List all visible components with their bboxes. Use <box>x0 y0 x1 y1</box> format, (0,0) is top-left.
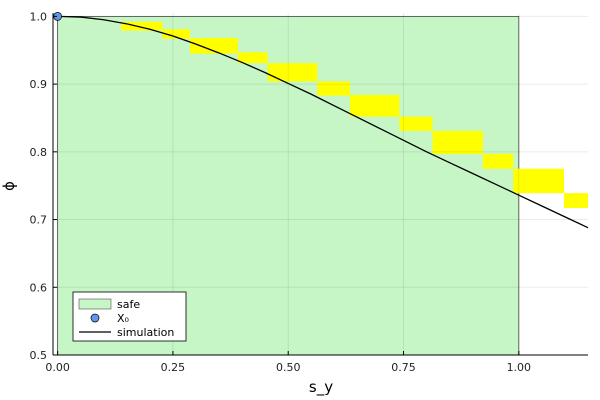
reach-box-4 <box>267 63 318 82</box>
reach-box-1 <box>162 29 190 39</box>
reach-box-5 <box>317 81 351 96</box>
x-tick-label-4: 1.00 <box>507 361 532 374</box>
reach-box-2 <box>189 38 238 54</box>
tick-labels: 0.00 0.25 0.50 0.75 1.00 0.5 0.6 0.7 0.8 0.9 1.0 <box>30 10 532 374</box>
y-tick-label-5: 1.0 <box>30 10 48 23</box>
reach-box-8 <box>432 130 483 154</box>
reach-box-11 <box>564 193 588 209</box>
reach-box-0 <box>121 21 163 31</box>
y-tick-label-4: 0.9 <box>30 78 48 91</box>
legend-swatch-x0 <box>90 313 100 323</box>
y-tick-label-0: 0.5 <box>30 349 48 362</box>
y-tick-label-2: 0.7 <box>30 214 48 227</box>
axes <box>52 13 588 356</box>
simulation-line <box>57 15 589 229</box>
x-tick-label-0: 0.00 <box>45 361 70 374</box>
x-tick-label-1: 0.25 <box>161 361 186 374</box>
x-tick-label-3: 0.75 <box>391 361 416 374</box>
simulation-line-group <box>57 15 589 229</box>
x-tick-label-2: 0.50 <box>276 361 301 374</box>
legend-label-1: X₀ <box>117 312 130 325</box>
y-tick-label-1: 0.6 <box>30 281 48 294</box>
y-axis-label: ϕ <box>0 181 18 191</box>
legend-label-0: safe <box>117 298 140 311</box>
reach-box-7 <box>399 116 433 131</box>
legend-label-2: simulation <box>117 326 174 339</box>
x-axis-label: s_y <box>309 378 333 397</box>
reach-box-9 <box>482 153 514 169</box>
reach-box-3 <box>237 52 268 64</box>
reach-box-10 <box>513 168 565 194</box>
reach-box-6 <box>350 94 400 117</box>
legend-swatch-safe <box>78 298 112 310</box>
y-tick-label-3: 0.8 <box>30 146 48 159</box>
